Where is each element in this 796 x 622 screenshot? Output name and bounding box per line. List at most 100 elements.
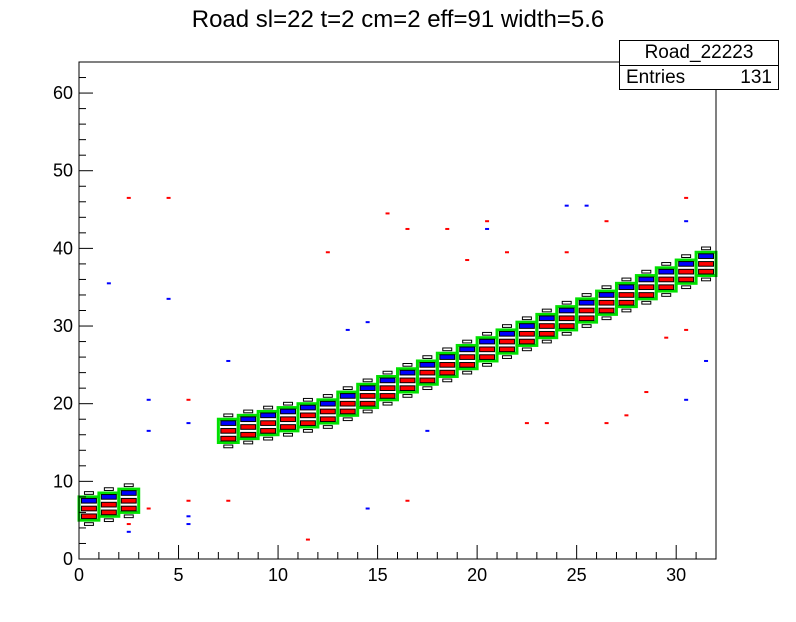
hit-box xyxy=(538,330,555,337)
scatter-red-mark xyxy=(226,499,231,502)
hit-box-small xyxy=(462,339,473,344)
hit-box-small xyxy=(123,514,134,519)
stats-entries-label: Entries xyxy=(626,67,686,88)
scatter-blue-mark xyxy=(584,204,589,207)
hit-box xyxy=(499,338,515,345)
hit-box-small xyxy=(302,397,313,402)
scatter-red-mark xyxy=(524,422,529,425)
hit-box xyxy=(379,385,396,391)
hit-box xyxy=(439,354,456,360)
y-tick-label: 40 xyxy=(53,238,73,258)
hits-layer xyxy=(80,246,715,526)
hit-box xyxy=(120,490,137,496)
hit-box xyxy=(618,284,635,291)
scatter-red-mark xyxy=(325,251,330,254)
hit-box xyxy=(260,412,277,419)
hit-box-small xyxy=(243,409,254,414)
hit-box-small xyxy=(322,394,333,398)
hit-box xyxy=(399,385,416,391)
scatter-blue-mark xyxy=(425,429,430,432)
hit-box-small xyxy=(283,401,293,406)
scatter-blue-mark xyxy=(365,507,370,510)
hit-box-small xyxy=(581,293,592,297)
scatter-red-mark xyxy=(405,499,410,502)
scatter-red-mark xyxy=(604,422,609,425)
scatter-blue-mark xyxy=(684,220,689,223)
hit-box xyxy=(518,330,535,337)
hit-box-small xyxy=(123,483,134,488)
hit-box-small xyxy=(402,363,413,367)
hit-box xyxy=(339,400,356,407)
hit-box xyxy=(240,424,257,430)
hit-box-small xyxy=(482,331,493,336)
hit-box xyxy=(499,330,515,337)
hit-box xyxy=(698,253,715,259)
hit-box xyxy=(439,369,456,376)
scatter-red-mark xyxy=(504,251,509,254)
hit-box xyxy=(558,323,575,329)
hit-box xyxy=(658,284,675,291)
hit-box-small xyxy=(601,316,612,321)
hit-box-small xyxy=(701,246,712,251)
hit-box-small xyxy=(681,254,692,258)
hit-box xyxy=(220,435,237,442)
hit-box xyxy=(399,369,416,376)
hit-box xyxy=(299,412,316,419)
y-tick-label: 50 xyxy=(53,161,73,181)
hit-box xyxy=(578,307,595,314)
hit-box xyxy=(80,513,97,520)
scatter-blue-mark xyxy=(186,422,191,425)
stats-entries-row: Entries 131 xyxy=(620,66,778,90)
scatter-red-mark xyxy=(126,196,131,199)
hit-box xyxy=(240,431,257,438)
hit-box xyxy=(658,276,675,283)
scatter-red-mark xyxy=(544,422,549,425)
axes-layer: 0 5 10 15 20 25 30 0 10 20 30 40 50 60 xyxy=(53,61,717,585)
scatter-red-mark xyxy=(126,523,131,526)
hit-box-small xyxy=(661,262,672,266)
hit-box-small xyxy=(362,378,373,383)
y-tick-label: 0 xyxy=(63,549,73,569)
hit-box-small xyxy=(641,269,652,274)
hit-box xyxy=(459,362,476,368)
hit-box xyxy=(638,292,655,298)
hit-box xyxy=(618,292,635,298)
hit-box xyxy=(698,261,715,267)
scatter-blue-mark xyxy=(186,523,191,526)
hit-box-small xyxy=(83,491,94,495)
scatter-red-mark xyxy=(186,398,191,401)
hit-box xyxy=(479,354,496,360)
hit-box xyxy=(678,276,695,283)
scatter-red-mark xyxy=(564,251,569,254)
scatter-blue-mark xyxy=(146,398,151,401)
hit-box-small xyxy=(521,316,532,321)
hit-box-small xyxy=(541,339,552,344)
hit-box-small xyxy=(621,308,632,313)
scatter-blue-mark xyxy=(345,328,350,331)
hit-box xyxy=(618,299,635,306)
scatter-red-mark xyxy=(684,196,689,199)
scatter-red-mark xyxy=(624,414,629,417)
hit-box xyxy=(379,377,396,384)
hit-box-small xyxy=(283,432,293,437)
scatter-layer xyxy=(106,196,709,541)
hit-box-small xyxy=(322,425,333,429)
x-tick-label: 25 xyxy=(567,565,587,585)
hit-box-small xyxy=(83,522,94,526)
hit-box-small xyxy=(681,285,692,290)
hit-box-small xyxy=(342,417,353,422)
hit-box-small xyxy=(422,355,433,359)
hit-box-small xyxy=(521,347,532,352)
hit-box-small xyxy=(482,363,493,367)
hit-box xyxy=(419,362,436,368)
hit-box xyxy=(319,416,336,423)
scatter-red-mark xyxy=(445,227,450,230)
hit-box-small xyxy=(502,355,512,359)
scatter-blue-mark xyxy=(684,398,689,401)
hit-box-small xyxy=(263,405,274,410)
scatter-blue-mark xyxy=(106,282,111,285)
hit-box xyxy=(120,505,137,512)
scatter-red-mark xyxy=(385,212,390,215)
hit-box-small xyxy=(581,324,592,328)
